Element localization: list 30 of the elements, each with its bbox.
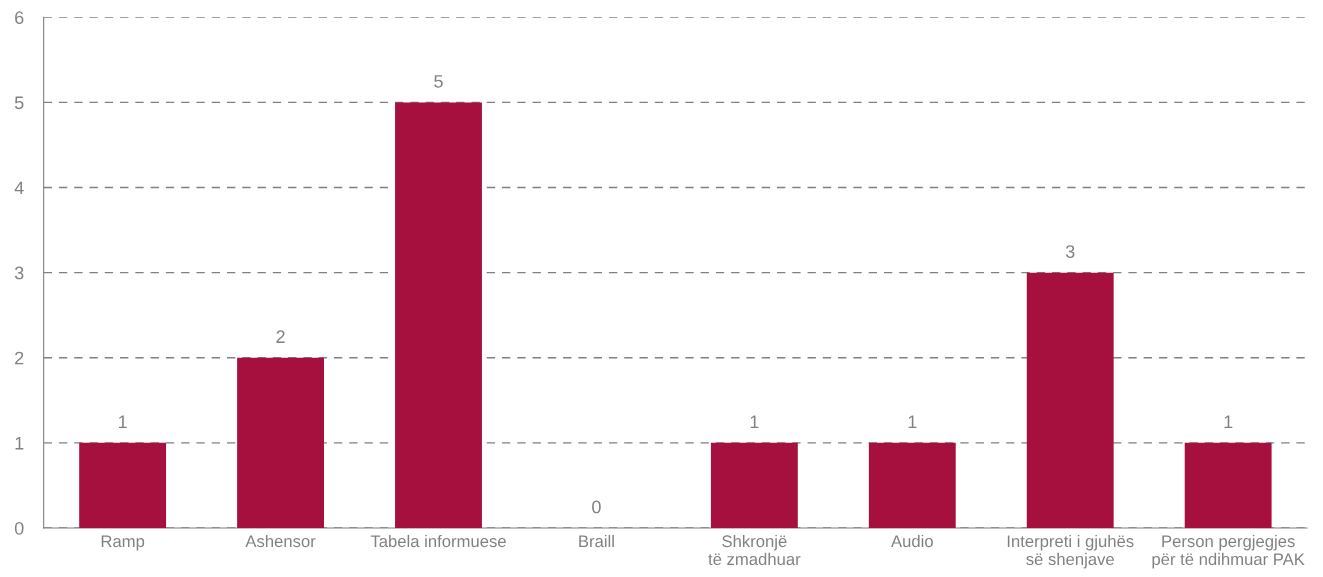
x-tick-label: Person pergjegjes për të ndihmuar PAK bbox=[1152, 534, 1305, 569]
bar bbox=[1026, 272, 1114, 528]
x-tick-label: Braill bbox=[579, 534, 614, 548]
data-label: 2 bbox=[276, 330, 285, 343]
bar bbox=[237, 357, 324, 528]
y-tick-label: 4 bbox=[14, 181, 24, 195]
bar bbox=[1184, 442, 1272, 528]
x-tick-label: Ramp bbox=[101, 535, 145, 551]
bar bbox=[868, 442, 956, 528]
data-label: 1 bbox=[118, 415, 127, 428]
y-tick-label: 3 bbox=[14, 266, 24, 280]
data-label: 0 bbox=[592, 500, 601, 514]
bar bbox=[395, 102, 482, 528]
x-tick-label: Ashensor bbox=[245, 534, 316, 548]
bar bbox=[710, 442, 798, 528]
y-tick-label: 2 bbox=[15, 351, 24, 365]
y-tick-label: 0 bbox=[14, 521, 24, 535]
x-tick-label: Interpreti i gjuhës së shenjave bbox=[1007, 534, 1134, 569]
y-tick-label: 5 bbox=[14, 96, 24, 110]
x-tick-label: Tabela informuese bbox=[370, 534, 506, 548]
x-tick-label: Audio bbox=[891, 534, 933, 548]
data-label: 5 bbox=[434, 75, 443, 88]
data-label: 3 bbox=[1065, 245, 1075, 258]
data-label: 1 bbox=[750, 415, 759, 428]
y-tick-label: 6 bbox=[15, 11, 24, 25]
y-tick-label: 1 bbox=[15, 436, 24, 450]
x-tick-label: Shkronjë të zmadhuar bbox=[708, 534, 801, 566]
data-label: 1 bbox=[908, 415, 917, 428]
bar bbox=[79, 442, 167, 528]
data-label: 1 bbox=[1224, 415, 1233, 428]
